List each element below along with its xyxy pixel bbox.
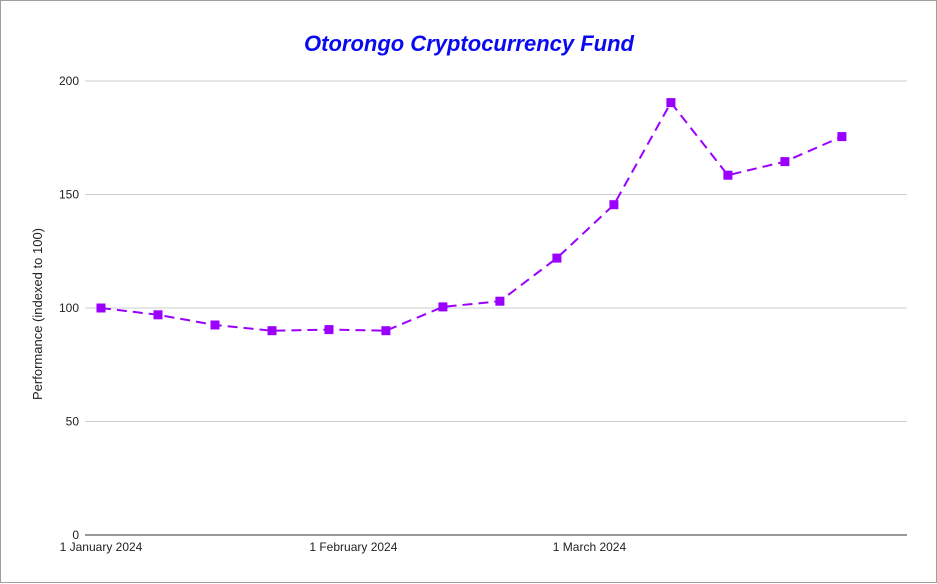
y-axis-label: Performance (indexed to 100) xyxy=(30,228,45,400)
series-performance xyxy=(96,98,847,336)
data-point-2024-01-15 xyxy=(210,320,220,330)
data-point-2024-01-08 xyxy=(153,310,163,320)
series-line xyxy=(100,100,843,332)
data-point-2024-03-25 xyxy=(780,157,790,167)
y-tick-label: 200 xyxy=(59,74,79,88)
data-point-2024-01-22 xyxy=(267,326,277,336)
y-tick-label: 100 xyxy=(59,301,79,315)
data-point-2024-03-04 xyxy=(609,200,619,210)
data-point-2024-03-11 xyxy=(666,98,676,108)
y-tick-label: 0 xyxy=(72,528,79,542)
data-point-2024-04-01 xyxy=(837,132,847,142)
x-axis-ticks: 1 January 2024 1 February 2024 1 March 202… xyxy=(60,540,627,554)
x-tick-label: 1 January 2024 xyxy=(60,540,143,554)
x-tick-label: 1 March 2024 xyxy=(553,540,627,554)
data-point-2024-02-12 xyxy=(438,302,448,312)
y-axis-ticks: 0 50 100 150 200 xyxy=(59,74,79,542)
data-point-2024-01-29 xyxy=(324,325,334,335)
y-tick-label: 50 xyxy=(66,415,80,429)
data-point-2024-02-26 xyxy=(552,253,562,263)
data-point-2024-03-18 xyxy=(723,170,733,180)
x-tick-label: 1 February 2024 xyxy=(309,540,397,554)
data-point-2024-01-01 xyxy=(96,303,106,313)
data-point-2024-02-19 xyxy=(495,296,505,306)
y-tick-label: 150 xyxy=(59,188,79,202)
chart-title: Otorongo Cryptocurrency Fund xyxy=(304,31,635,56)
gridlines xyxy=(85,80,907,422)
data-point-2024-02-05 xyxy=(381,326,391,336)
